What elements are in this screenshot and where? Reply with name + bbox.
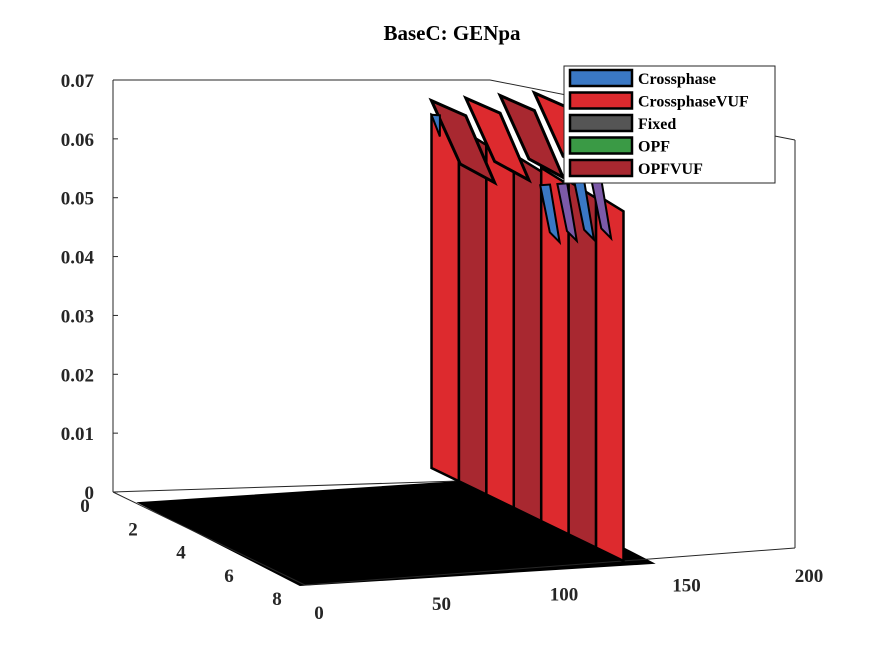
y-tick-label: 6: [224, 566, 234, 587]
surface-wall-strip: [430, 112, 461, 484]
legend-swatch: [568, 68, 634, 88]
surface-crossphase-patch: [430, 113, 441, 137]
legend-swatch: [568, 91, 634, 110]
legend-label: Fixed: [638, 116, 676, 133]
y-tick-label: 4: [176, 543, 186, 564]
front-axes: [112, 491, 796, 586]
surface-wall-strip: [485, 139, 516, 510]
legend-label: CrossphaseVUF: [638, 94, 749, 111]
surface-top-sheet: [497, 92, 567, 181]
z-tick-label: 0.02: [61, 365, 94, 386]
z-tick-label: 0.03: [61, 306, 94, 327]
x-axis-line: [304, 547, 796, 586]
x-tick-label: 200: [795, 566, 824, 587]
z-tick-labels: 0 0.01 0.02 0.03 0.04 0.05 0.06 0.07: [61, 71, 118, 504]
surface-wall-strip: [457, 125, 488, 497]
box-floor-back-edge: [112, 479, 491, 493]
x-tick-label: 100: [550, 585, 579, 606]
x-tick-label: 0: [314, 603, 324, 624]
x-tick-label: 150: [672, 575, 701, 596]
surface-top-sheet: [462, 95, 532, 184]
legend-label: OPFVUF: [638, 161, 703, 178]
z-tick-label: 0.04: [61, 248, 95, 269]
chart-title: BaseC: GENpa: [383, 21, 521, 45]
surface-wall-strip: [594, 192, 625, 563]
legend-swatch: [568, 136, 634, 155]
surface-fragment: [539, 183, 562, 246]
legend: Crossphase CrossphaseVUF Fixed OPF OPFVUF: [563, 65, 776, 184]
z-tick-label: 0.01: [61, 424, 94, 445]
legend-swatch: [568, 113, 634, 133]
y-tick-label: 8: [272, 589, 282, 610]
z-tick-label: 0.05: [61, 189, 94, 210]
legend-swatch: [568, 158, 634, 178]
y-tick-labels: 0 2 4 6 8: [80, 496, 282, 610]
surface-wall-strip: [512, 152, 543, 524]
legend-label: Crossphase: [638, 71, 716, 88]
x-tick-label: 50: [432, 594, 451, 615]
y-tick-label: 2: [128, 519, 138, 540]
z-tick-label: 0.07: [61, 71, 95, 92]
z-tick-label: 0.06: [61, 130, 94, 151]
surface-plateau: [428, 87, 635, 563]
surface-top-sheet: [428, 97, 498, 187]
y-axis-line: [112, 491, 306, 586]
y-tick-label: 0: [80, 496, 90, 517]
legend-label: OPF: [638, 139, 670, 156]
x-tick-labels: 0 50 100 150 200: [314, 566, 823, 624]
z-tick-label: 0: [85, 483, 95, 504]
